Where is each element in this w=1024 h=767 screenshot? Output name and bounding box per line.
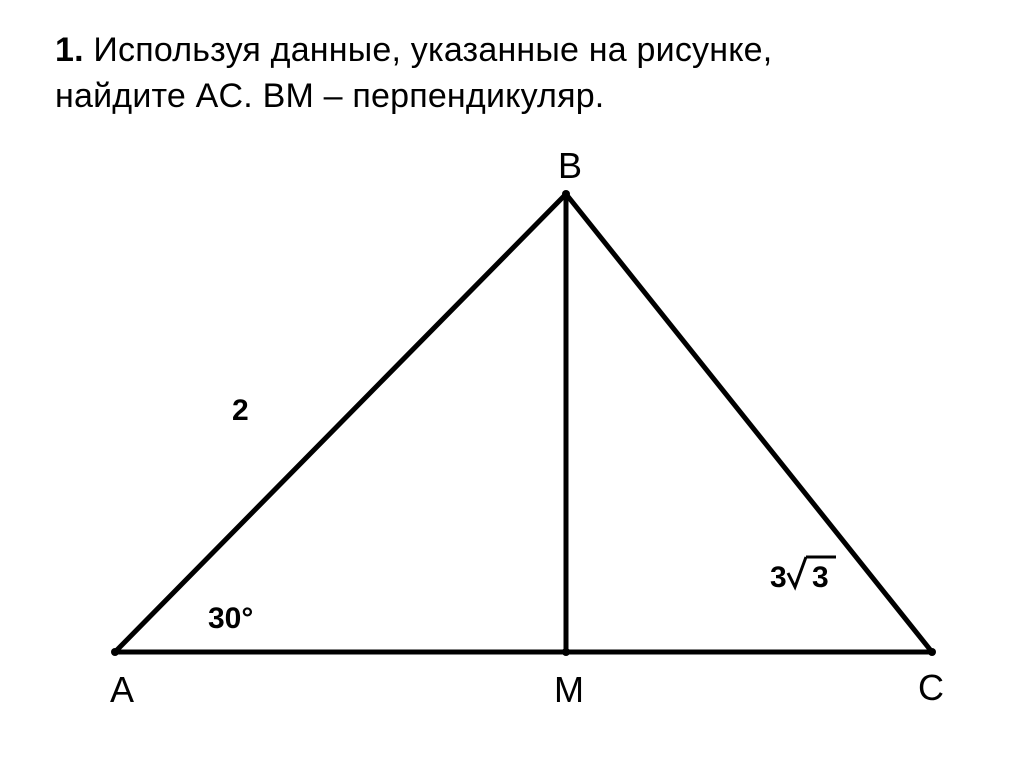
angle-A-label: 30° — [208, 602, 253, 635]
point-B — [562, 190, 570, 198]
label-M: M — [554, 669, 584, 710]
label-B: B — [558, 145, 582, 186]
edge-BC — [566, 194, 932, 652]
edge-label-BC: 3 3 — [770, 557, 836, 594]
edge-label-AB: 2 — [232, 394, 249, 427]
geometry-figure: A B M C 2 3 3 30° — [0, 0, 1024, 767]
label-C: C — [918, 667, 944, 708]
point-A — [111, 648, 119, 656]
edge-label-BC-coef: 3 — [770, 561, 787, 594]
edge-AB — [115, 194, 566, 652]
edge-label-BC-rad: 3 — [812, 561, 829, 594]
label-A: A — [110, 669, 134, 710]
point-C — [928, 648, 936, 656]
point-M — [562, 648, 570, 656]
radical-symbol — [788, 557, 806, 587]
